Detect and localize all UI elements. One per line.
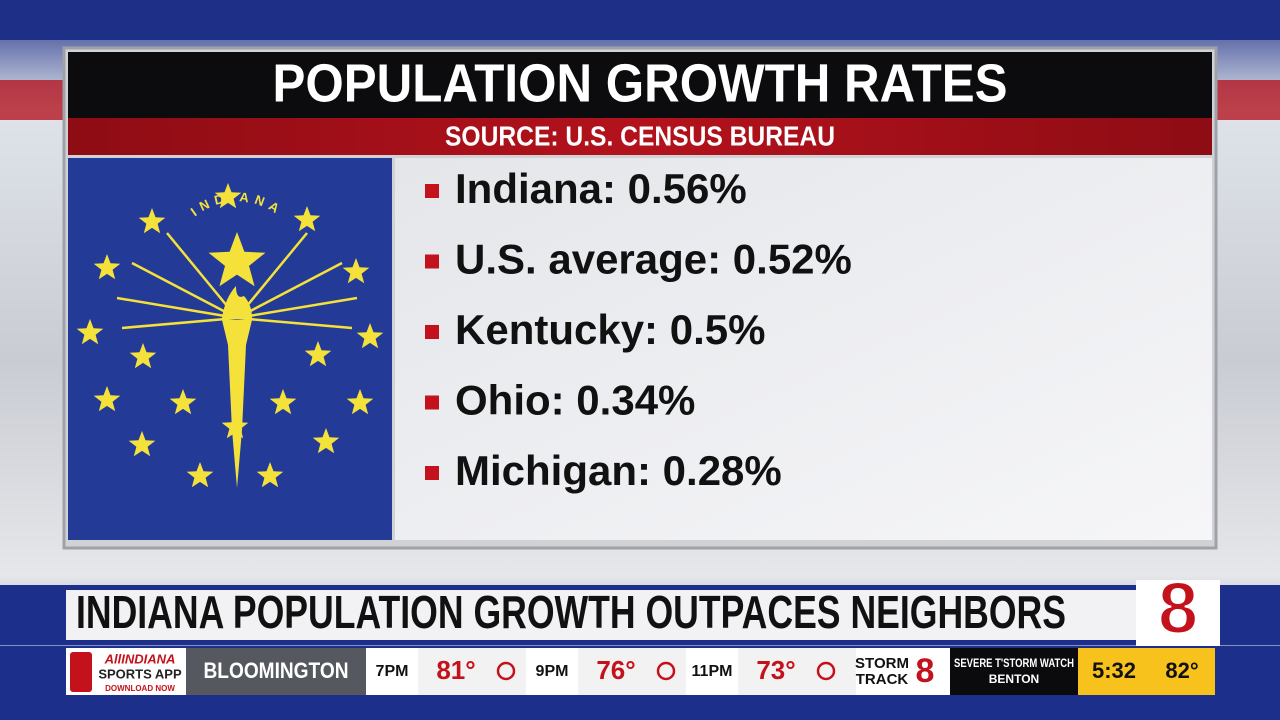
alert: SEVERE T'STORM WATCH	[954, 656, 1074, 670]
alert: BENTON	[989, 672, 1039, 686]
forecast-temp: 73°	[756, 655, 795, 685]
app-line: AllINDIANA	[104, 651, 176, 666]
logo-box	[1136, 580, 1220, 646]
forecast-strip	[366, 648, 856, 695]
source: SOURCE: U.S. CENSUS BUREAU	[445, 120, 835, 151]
source-bar	[68, 118, 1212, 155]
forecast-time: 11PM	[692, 663, 733, 680]
ray	[236, 261, 343, 320]
bullet	[425, 184, 439, 198]
bullet	[425, 254, 439, 269]
forecast: 7PM 81° 9PM 76° 11PM 73°	[366, 648, 836, 695]
app-line: DOWNLOAD NOW	[105, 684, 175, 693]
forecast-temp: 76°	[596, 655, 635, 685]
star	[304, 341, 332, 367]
ray	[116, 296, 238, 320]
forecast-time: 7PM	[376, 663, 409, 680]
location-box	[186, 648, 366, 695]
time-box	[366, 648, 418, 695]
title: POPULATION GROWTH RATES	[273, 53, 1008, 113]
item-list: Indiana: 0.56% U.S. average: 0.52% Kentuck…	[425, 165, 852, 494]
logo: 8	[1158, 569, 1198, 649]
star	[214, 183, 242, 209]
headline-bar	[66, 590, 1136, 640]
clock: 5:32	[1092, 658, 1136, 683]
bullet	[425, 325, 439, 339]
star	[208, 232, 266, 287]
ray	[131, 261, 238, 320]
title-bar	[68, 52, 1212, 118]
item: Ohio: 0.34%	[455, 377, 695, 424]
weather-icon	[816, 661, 836, 681]
star	[169, 389, 197, 415]
star	[76, 319, 104, 345]
ray	[166, 232, 238, 319]
star	[129, 343, 157, 369]
star	[342, 258, 370, 284]
ray	[236, 232, 308, 319]
headline: INDIANA POPULATION GROWTH OUTPACES NEIGH…	[76, 586, 1066, 638]
item: U.S. average: 0.52%	[455, 236, 852, 283]
weather-icon	[656, 661, 676, 681]
time-box	[526, 648, 578, 695]
stripe	[0, 0, 1280, 40]
star	[138, 208, 166, 234]
time-box	[686, 648, 738, 695]
ray	[236, 296, 358, 320]
app-line: SPORTS APP	[98, 666, 182, 681]
item: Michigan: 0.28%	[455, 447, 782, 494]
brand: TRACK	[856, 671, 909, 688]
item: Indiana: 0.56%	[455, 165, 747, 212]
ray	[236, 316, 353, 330]
torch	[222, 320, 252, 488]
current-temp: 82°	[1165, 658, 1198, 683]
bullet	[425, 466, 439, 480]
star	[186, 462, 214, 488]
brand: 8	[916, 652, 935, 690]
star	[93, 386, 121, 412]
clock-box	[1078, 648, 1215, 695]
star	[356, 323, 384, 349]
star	[221, 413, 249, 439]
star	[128, 431, 156, 457]
forecast-time: 9PM	[536, 663, 569, 680]
weather-icon	[496, 661, 516, 681]
star	[93, 254, 121, 280]
ray	[121, 316, 238, 330]
brand: STORM	[855, 655, 909, 672]
list-area	[395, 158, 1212, 540]
flag-art: INDIANA	[76, 183, 384, 488]
forecast-temp: 81°	[436, 655, 475, 685]
star	[312, 428, 340, 454]
alert-box	[950, 648, 1078, 695]
star	[293, 206, 321, 232]
brand-box	[856, 648, 950, 695]
bullet	[425, 395, 439, 410]
location: BLOOMINGTON	[204, 658, 349, 683]
app-icon	[70, 652, 92, 692]
star	[256, 462, 284, 488]
star	[269, 389, 297, 415]
star	[346, 389, 374, 415]
item: Kentucky: 0.5%	[455, 306, 765, 353]
